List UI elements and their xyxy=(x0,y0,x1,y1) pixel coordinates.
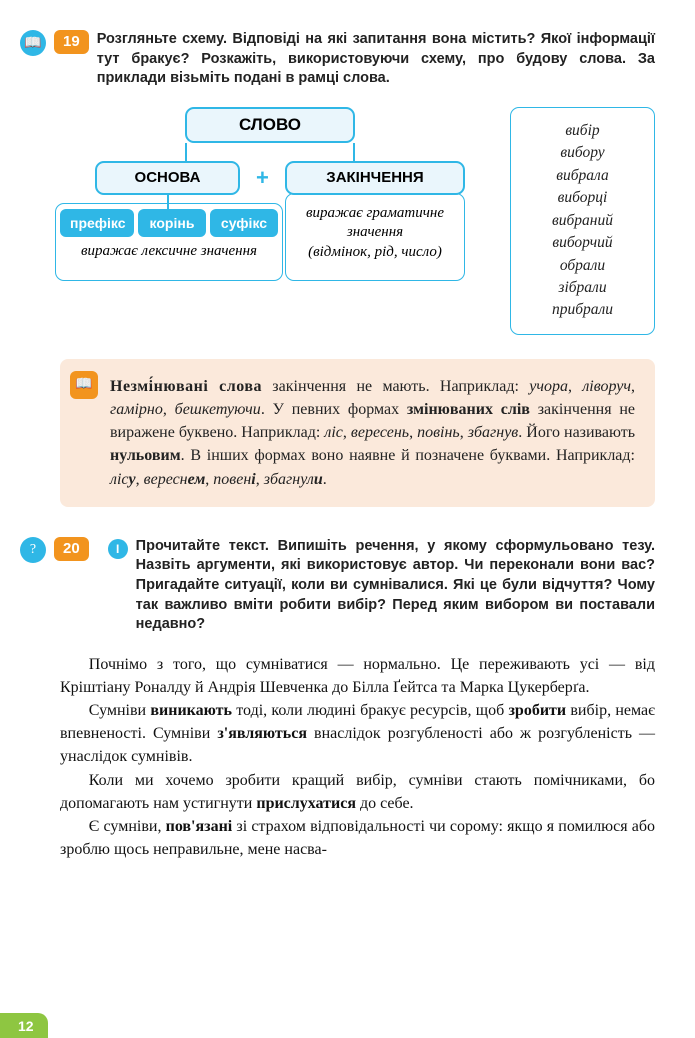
body-text: Почнімо з того, що сумніватися — нормаль… xyxy=(60,653,655,862)
page: 📖 19 Розгляньте схему. Відповіді на які … xyxy=(0,0,695,1038)
example-word: вибору xyxy=(519,142,646,164)
roman-numeral: І xyxy=(108,539,128,559)
example-word: прибрали xyxy=(519,299,646,321)
example-word: зібрали xyxy=(519,277,646,299)
zakin-note-l2: значення xyxy=(347,224,403,240)
zakin-note-box: виражає граматичне значення (відмінок, р… xyxy=(285,193,465,281)
task-20-text: Прочитайте текст. Випишіть речення, у як… xyxy=(136,537,655,635)
node-zakinchennya: ЗАКІНЧЕННЯ xyxy=(285,161,465,195)
book-icon: 📖 xyxy=(20,30,46,56)
page-number: 12 xyxy=(0,1013,48,1038)
zakin-note-l3: (відмінок, рід, число) xyxy=(308,244,442,260)
node-slovo: СЛОВО xyxy=(185,107,355,143)
task-number-19: 19 xyxy=(54,30,89,54)
task-20-header: ? 20 І Прочитайте текст. Випишіть реченн… xyxy=(20,537,655,635)
connector xyxy=(167,195,169,209)
example-word: обрали xyxy=(519,255,646,277)
examples-box: вибір вибору вибрала виборці вибраний ви… xyxy=(510,107,655,335)
tag-root: корінь xyxy=(138,209,206,237)
example-word: вибраний xyxy=(519,210,646,232)
word-structure-diagram: СЛОВО ОСНОВА + ЗАКІНЧЕННЯ префікс корінь… xyxy=(60,107,655,335)
task-number-20: 20 xyxy=(54,537,89,561)
example-word: виборчий xyxy=(519,232,646,254)
example-word: вибрала xyxy=(519,165,646,187)
task-19-text: Розгляньте схему. Відповіді на які запит… xyxy=(97,30,655,89)
task-19-header: 📖 19 Розгляньте схему. Відповіді на які … xyxy=(20,30,655,89)
tag-prefix: префікс xyxy=(60,209,134,237)
tag-suffix: суфікс xyxy=(210,209,278,237)
example-word: виборці xyxy=(519,187,646,209)
theory-box: 📖 Незмі́нювані слова закінчення не мають… xyxy=(60,359,655,507)
question-icon: ? xyxy=(20,537,46,563)
diagram-left: СЛОВО ОСНОВА + ЗАКІНЧЕННЯ префікс корінь… xyxy=(60,107,500,327)
theory-text: Незмі́нювані слова закінчення не мають. … xyxy=(110,375,635,491)
connector xyxy=(185,143,187,161)
zakin-note-l1: виражає граматичне xyxy=(306,205,444,221)
osnova-note: виражає лексичне значення xyxy=(81,243,257,259)
connector xyxy=(353,143,355,161)
example-word: вибір xyxy=(519,120,646,142)
node-osnova: ОСНОВА xyxy=(95,161,240,195)
plus-sign: + xyxy=(256,165,269,191)
theory-book-icon: 📖 xyxy=(70,371,98,399)
